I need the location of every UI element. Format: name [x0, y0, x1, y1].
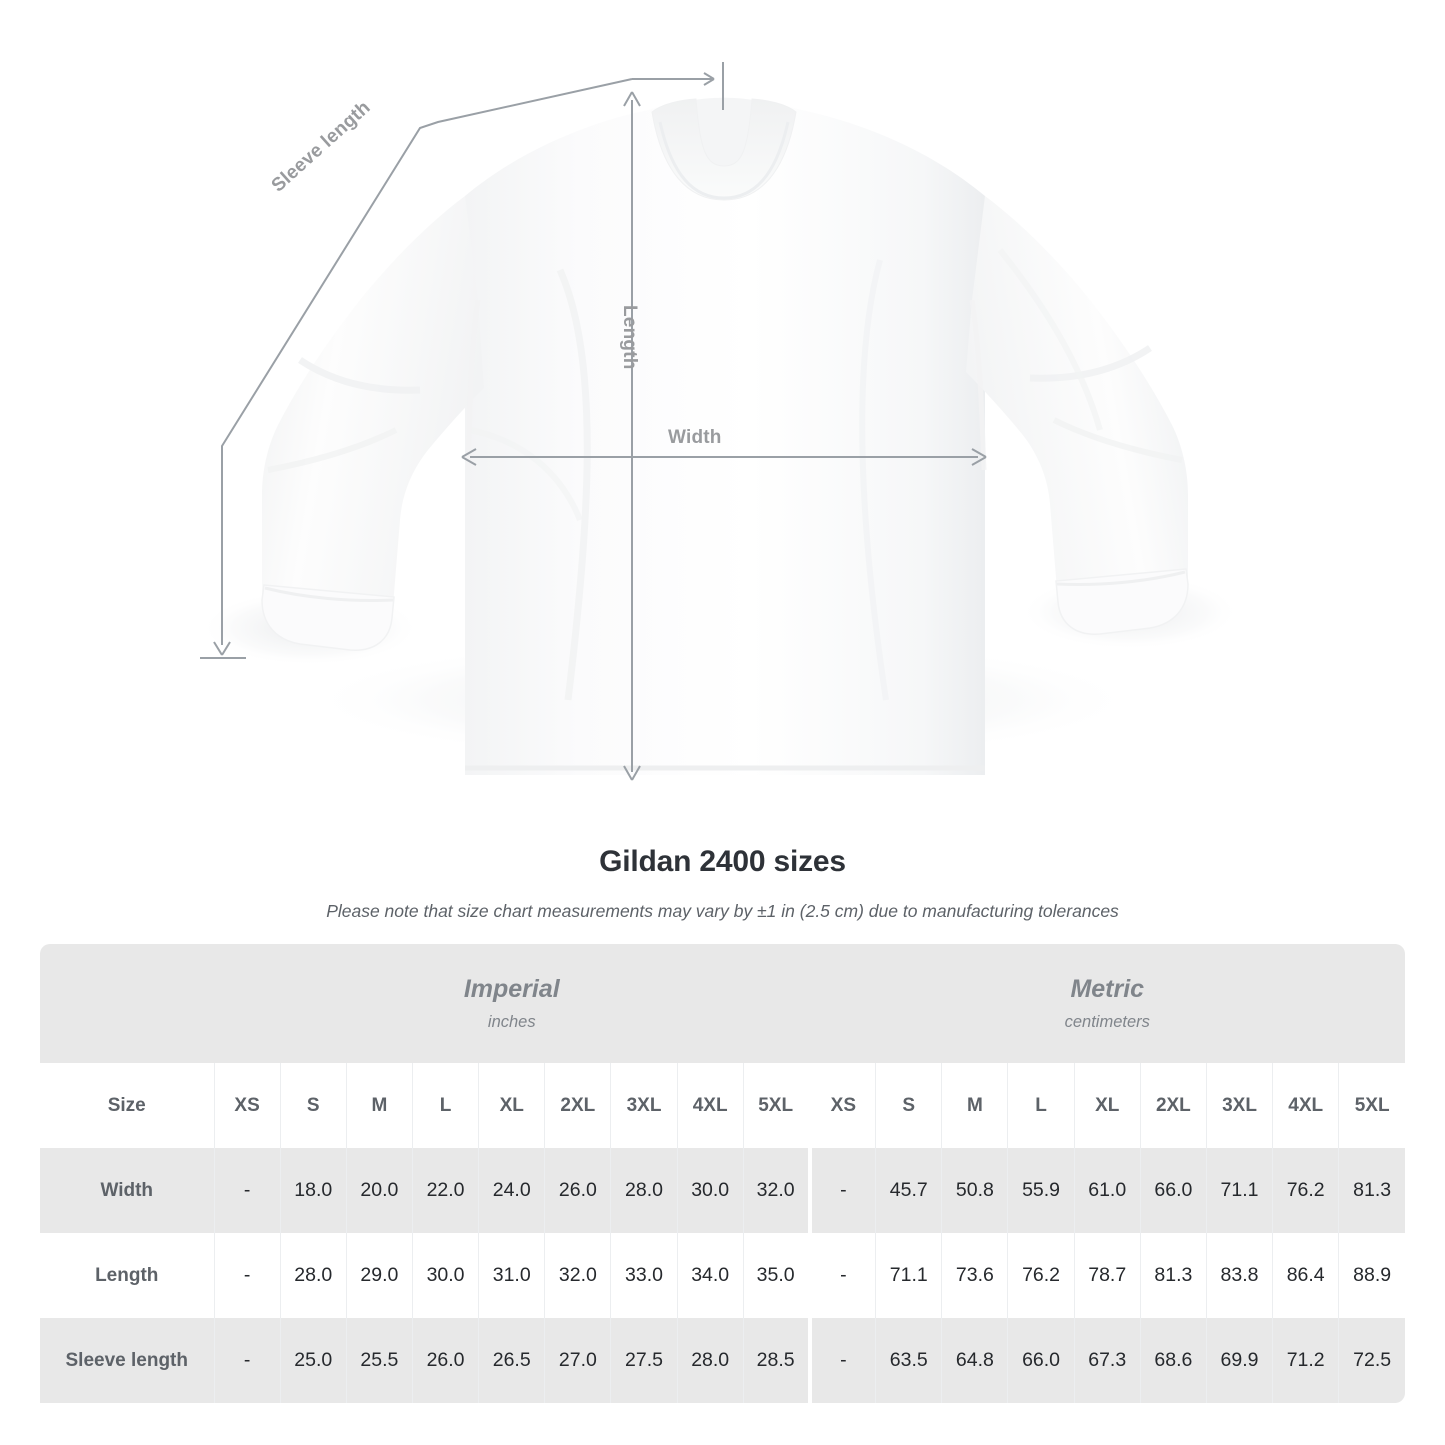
- cell-width-imperial-m: 20.0: [345, 1148, 413, 1233]
- cell-length-metric-xl: 78.7: [1073, 1233, 1141, 1318]
- size-header-m-metric: M: [941, 1063, 1008, 1148]
- row-label-width: Width: [40, 1148, 215, 1233]
- size-header-4xl-metric: 4XL: [1272, 1063, 1339, 1148]
- length-label: Length: [619, 305, 640, 370]
- cell-width-metric-l: 55.9: [1007, 1148, 1075, 1233]
- cell-width-metric-m: 50.8: [941, 1148, 1008, 1233]
- cell-sleeve-length-imperial-xs: -: [213, 1318, 281, 1403]
- title-block: Gildan 2400 sizes Please note that size …: [0, 845, 1445, 922]
- cell-length-imperial-xs: -: [213, 1233, 281, 1318]
- cell-sleeve-length-metric-4xl: 71.2: [1272, 1318, 1339, 1403]
- cell-sleeve-length-imperial-3xl: 27.5: [610, 1318, 678, 1403]
- cell-length-metric-4xl: 86.4: [1272, 1233, 1339, 1318]
- table-row: Sleeve length -25.0 25.5 26.0 26.5 27.0 27.5 28…: [40, 1318, 1405, 1403]
- size-header-3xl-imperial: 3XL: [610, 1063, 678, 1148]
- size-header-2xl-metric: 2XL: [1139, 1063, 1207, 1148]
- cell-length-metric-s: 71.1: [875, 1233, 942, 1318]
- cell-width-imperial-4xl: 30.0: [676, 1148, 744, 1233]
- cell-sleeve-length-metric-3xl: 69.9: [1205, 1318, 1273, 1403]
- size-header-5xl-imperial: 5XL: [742, 1063, 810, 1148]
- cell-width-metric-4xl: 76.2: [1272, 1148, 1339, 1233]
- width-label: Width: [668, 427, 722, 448]
- cell-width-metric-2xl: 66.0: [1139, 1148, 1207, 1233]
- size-chart-table-wrap: Imperial inches Metric centimeters Size XS S M L…: [40, 944, 1405, 1403]
- cell-sleeve-length-imperial-l: 26.0: [411, 1318, 479, 1403]
- cell-width-imperial-xs: -: [213, 1148, 281, 1233]
- cell-sleeve-length-metric-5xl: 72.5: [1338, 1318, 1405, 1403]
- unit-banner-imperial: Imperial inches: [214, 944, 810, 1063]
- table-row: Width -18.0 20.0 22.0 24.0 26.0 28.0 30.0 32.0-4…: [40, 1148, 1405, 1233]
- cell-width-metric-xs: -: [807, 1148, 876, 1233]
- cell-length-metric-l: 76.2: [1007, 1233, 1075, 1318]
- size-header-5xl-metric: 5XL: [1338, 1063, 1405, 1148]
- size-header-xl-imperial: XL: [478, 1063, 545, 1148]
- cell-length-metric-m: 73.6: [941, 1233, 1008, 1318]
- cell-width-imperial-2xl: 26.0: [544, 1148, 611, 1233]
- size-header-row: Size XS S M L XL 2XL 3XL 4XL 5XL XS S M L XL 2XL 3XL 4XL 5…: [40, 1063, 1405, 1148]
- size-header-xs-metric: XS: [807, 1063, 876, 1148]
- page-subtitle: Please note that size chart measurements…: [326, 901, 1119, 921]
- cell-width-imperial-l: 22.0: [411, 1148, 479, 1233]
- measurement-lines: [200, 62, 987, 781]
- size-header-xl-metric: XL: [1073, 1063, 1141, 1148]
- cell-width-metric-5xl: 81.3: [1338, 1148, 1405, 1233]
- cell-length-metric-xs: -: [807, 1233, 876, 1318]
- cell-sleeve-length-imperial-xl: 26.5: [478, 1318, 545, 1403]
- cell-sleeve-length-imperial-5xl: 28.5: [742, 1318, 810, 1403]
- cell-length-imperial-2xl: 32.0: [544, 1233, 611, 1318]
- unit-sub: inches: [487, 1012, 536, 1031]
- cell-sleeve-length-metric-xl: 67.3: [1073, 1318, 1141, 1403]
- size-header-3xl-metric: 3XL: [1205, 1063, 1273, 1148]
- size-header-2xl-imperial: 2XL: [544, 1063, 611, 1148]
- cell-sleeve-length-imperial-4xl: 28.0: [676, 1318, 744, 1403]
- cell-length-imperial-m: 29.0: [345, 1233, 413, 1318]
- size-header-s-imperial: S: [279, 1063, 347, 1148]
- cell-width-imperial-5xl: 32.0: [742, 1148, 810, 1233]
- cell-length-imperial-xl: 31.0: [478, 1233, 545, 1318]
- cell-length-metric-2xl: 81.3: [1139, 1233, 1207, 1318]
- cell-length-imperial-s: 28.0: [279, 1233, 347, 1318]
- size-header-l-imperial: L: [411, 1063, 479, 1148]
- cell-sleeve-length-metric-s: 63.5: [875, 1318, 942, 1403]
- cell-sleeve-length-metric-m: 64.8: [941, 1318, 1008, 1403]
- cell-width-imperial-3xl: 28.0: [610, 1148, 678, 1233]
- cell-length-metric-5xl: 88.9: [1338, 1233, 1405, 1318]
- cell-length-imperial-5xl: 35.0: [742, 1233, 810, 1318]
- garment-illustration: [200, 62, 1240, 781]
- size-column-header: Size: [40, 1063, 215, 1148]
- cell-sleeve-length-metric-2xl: 68.6: [1139, 1318, 1207, 1403]
- cell-sleeve-length-metric-xs: -: [807, 1318, 876, 1403]
- cell-length-imperial-4xl: 34.0: [676, 1233, 744, 1318]
- row-label-sleeve-length: Sleeve length: [40, 1318, 215, 1403]
- size-header-m-imperial: M: [345, 1063, 413, 1148]
- cell-sleeve-length-imperial-s: 25.0: [279, 1318, 347, 1403]
- unit-sub: centimeters: [1064, 1012, 1150, 1031]
- garment-diagram: Sleeve length Length Width: [200, 62, 1240, 781]
- size-chart-table: Imperial inches Metric centimeters Size XS S M L…: [40, 944, 1405, 1403]
- size-header-s-metric: S: [875, 1063, 942, 1148]
- cell-length-imperial-3xl: 33.0: [610, 1233, 678, 1318]
- cell-width-imperial-xl: 24.0: [478, 1148, 545, 1233]
- cell-sleeve-length-metric-l: 66.0: [1007, 1318, 1075, 1403]
- cell-length-metric-3xl: 83.8: [1205, 1233, 1273, 1318]
- table-row: Length -28.0 29.0 30.0 31.0 32.0 33.0 34.0 35.0-…: [40, 1233, 1405, 1318]
- unit-banner-spacer: [40, 944, 214, 1063]
- cell-width-metric-3xl: 71.1: [1205, 1148, 1273, 1233]
- cell-width-imperial-s: 18.0: [279, 1148, 347, 1233]
- cell-sleeve-length-imperial-2xl: 27.0: [544, 1318, 611, 1403]
- unit-banner-row: Imperial inches Metric centimeters: [40, 944, 1405, 1063]
- unit-name: Metric: [1070, 975, 1145, 1004]
- unit-banner-metric: Metric centimeters: [809, 944, 1405, 1063]
- cell-width-metric-xl: 61.0: [1073, 1148, 1141, 1233]
- cell-length-imperial-l: 30.0: [411, 1233, 479, 1318]
- size-header-l-metric: L: [1007, 1063, 1075, 1148]
- unit-name: Imperial: [463, 975, 560, 1004]
- cell-sleeve-length-imperial-m: 25.5: [345, 1318, 413, 1403]
- page-title: Gildan 2400 sizes: [599, 845, 846, 878]
- row-label-length: Length: [40, 1233, 215, 1318]
- size-header-4xl-imperial: 4XL: [676, 1063, 744, 1148]
- size-header-xs-imperial: XS: [213, 1063, 281, 1148]
- cell-width-metric-s: 45.7: [875, 1148, 942, 1233]
